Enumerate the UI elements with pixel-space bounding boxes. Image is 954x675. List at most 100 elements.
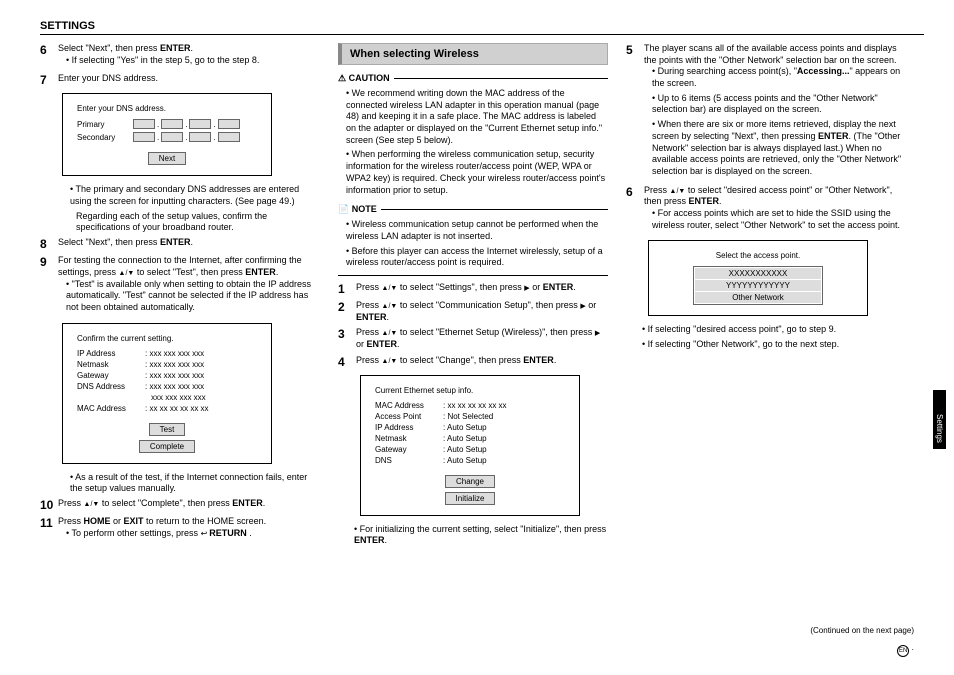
step-text: The player scans all of the available ac… — [644, 43, 906, 181]
step-num: 4 — [338, 355, 356, 369]
note: Regarding each of the setup values, conf… — [62, 211, 320, 234]
wstep-5: 5 The player scans all of the available … — [626, 43, 906, 181]
step-11: 11 Press HOME or EXIT to return to the H… — [40, 516, 320, 542]
t: or — [530, 282, 543, 292]
ip-cell — [161, 119, 183, 129]
v: : xx xx xx xx xx xx — [145, 404, 257, 413]
v: : xxx xxx xxx xxx — [145, 371, 257, 380]
step-num: 5 — [626, 43, 644, 181]
caution-label: ⚠ CAUTION — [338, 73, 390, 84]
v: xxx xxx xxx xxx — [145, 393, 257, 402]
ethernet-box: Current Ethernet setup info. MAC Address… — [360, 375, 580, 516]
updown-icon — [119, 267, 135, 277]
note-item: Wireless communication setup cannot be p… — [338, 219, 608, 242]
t: ENTER — [160, 237, 191, 247]
step-8: 8 Select "Next", then press ENTER. — [40, 237, 320, 251]
dns-notes: The primary and secondary DNS addresses … — [40, 184, 320, 234]
step-text: Press to select "Ethernet Setup (Wireles… — [356, 327, 608, 350]
l: Netmask — [77, 360, 145, 369]
step-7: 7 Enter your DNS address. — [40, 73, 320, 87]
step-text: Press to select "Settings", then press o… — [356, 282, 608, 296]
step-text: Press HOME or EXIT to return to the HOME… — [58, 516, 320, 542]
caution-item: We recommend writing down the MAC addres… — [338, 88, 608, 146]
note-header: 📄 NOTE — [338, 204, 608, 215]
note: For initializing the current setting, se… — [346, 524, 608, 547]
updown-icon — [382, 327, 398, 337]
step-num: 8 — [40, 237, 58, 251]
v: : xx xx xx xx xx xx — [443, 401, 565, 410]
step-10: 10 Press to select "Complete", then pres… — [40, 498, 320, 512]
lang-badge: EN — [897, 645, 909, 657]
step-num: 11 — [40, 516, 58, 542]
t: ENTER — [245, 267, 276, 277]
l: IP Address — [77, 349, 145, 358]
t: . — [190, 43, 193, 53]
btn-row: Next — [77, 148, 257, 165]
confirm-box: Confirm the current setting. IP Address:… — [62, 323, 272, 464]
wstep-6: 6 Press to select "desired access point"… — [626, 185, 906, 235]
t: . — [247, 528, 252, 538]
t: ENTER — [818, 131, 849, 141]
sub: When there are six or more items retriev… — [644, 119, 906, 177]
t: to return to the HOME screen. — [144, 516, 267, 526]
t: The player scans all of the available ac… — [644, 43, 897, 65]
step-num: 1 — [338, 282, 356, 296]
ip-cell — [189, 119, 211, 129]
l: DNS Address — [77, 382, 145, 391]
complete-button: Complete — [139, 440, 195, 453]
btn-row: Change Initialize — [375, 471, 565, 505]
v: : Auto Setup — [443, 423, 565, 432]
box-title: Enter your DNS address. — [77, 104, 257, 113]
t: Press — [644, 185, 670, 195]
updown-icon — [382, 282, 398, 292]
next-button: Next — [148, 152, 186, 165]
t: . — [397, 339, 400, 349]
content-columns: 6 Select "Next", then press ENTER. If se… — [40, 43, 924, 550]
step-text: Select "Next", then press ENTER. — [58, 237, 320, 251]
column-1: 6 Select "Next", then press ENTER. If se… — [40, 43, 320, 550]
t: or — [586, 300, 597, 310]
step-num: 10 — [40, 498, 58, 512]
v: : xxx xxx xxx xxx — [145, 349, 257, 358]
t: Press — [356, 300, 382, 310]
footer: EN · — [897, 645, 914, 657]
initialize-button: Initialize — [445, 492, 496, 505]
t: . — [719, 196, 722, 206]
ip-field: ... — [133, 132, 240, 142]
t: CAUTION — [349, 73, 390, 83]
t: ENTER — [356, 312, 387, 322]
t: Press — [58, 498, 84, 508]
l: MAC Address — [375, 401, 443, 410]
ip-cell — [218, 132, 240, 142]
box-title: Confirm the current setting. — [77, 334, 257, 343]
init-note: For initializing the current setting, se… — [338, 524, 608, 547]
dns-box: Enter your DNS address. Primary ... Seco… — [62, 93, 272, 176]
btn-row: Test Complete — [77, 419, 257, 453]
step-text: Press to select "desired access point" o… — [644, 185, 906, 235]
t: to select "Change", then press — [397, 355, 523, 365]
header-rule — [40, 34, 924, 35]
v: : Auto Setup — [443, 456, 565, 465]
t: or — [111, 516, 124, 526]
step-num: 6 — [626, 185, 644, 235]
label: Primary — [77, 120, 127, 129]
right-icon — [595, 327, 600, 337]
column-2: When selecting Wireless ⚠ CAUTION We rec… — [338, 43, 608, 550]
ip-field: ... — [133, 119, 240, 129]
box-title: Current Ethernet setup info. — [375, 386, 565, 395]
step-num: 3 — [338, 327, 356, 350]
note-item: Before this player can access the Intern… — [338, 246, 608, 269]
t: or — [356, 339, 367, 349]
note: If selecting "Other Network", go to the … — [634, 339, 906, 351]
rule — [338, 275, 608, 276]
return-icon — [201, 528, 210, 538]
caution-header: ⚠ CAUTION — [338, 73, 608, 84]
t: . — [385, 535, 388, 545]
wstep-2: 2 Press to select "Communication Setup",… — [338, 300, 608, 323]
v: : Not Selected — [443, 412, 565, 421]
l: Gateway — [77, 371, 145, 380]
l — [77, 393, 145, 402]
t: to select "Complete", then press — [99, 498, 232, 508]
ip-cell — [189, 132, 211, 142]
continued-note: (Continued on the next page) — [810, 626, 914, 635]
